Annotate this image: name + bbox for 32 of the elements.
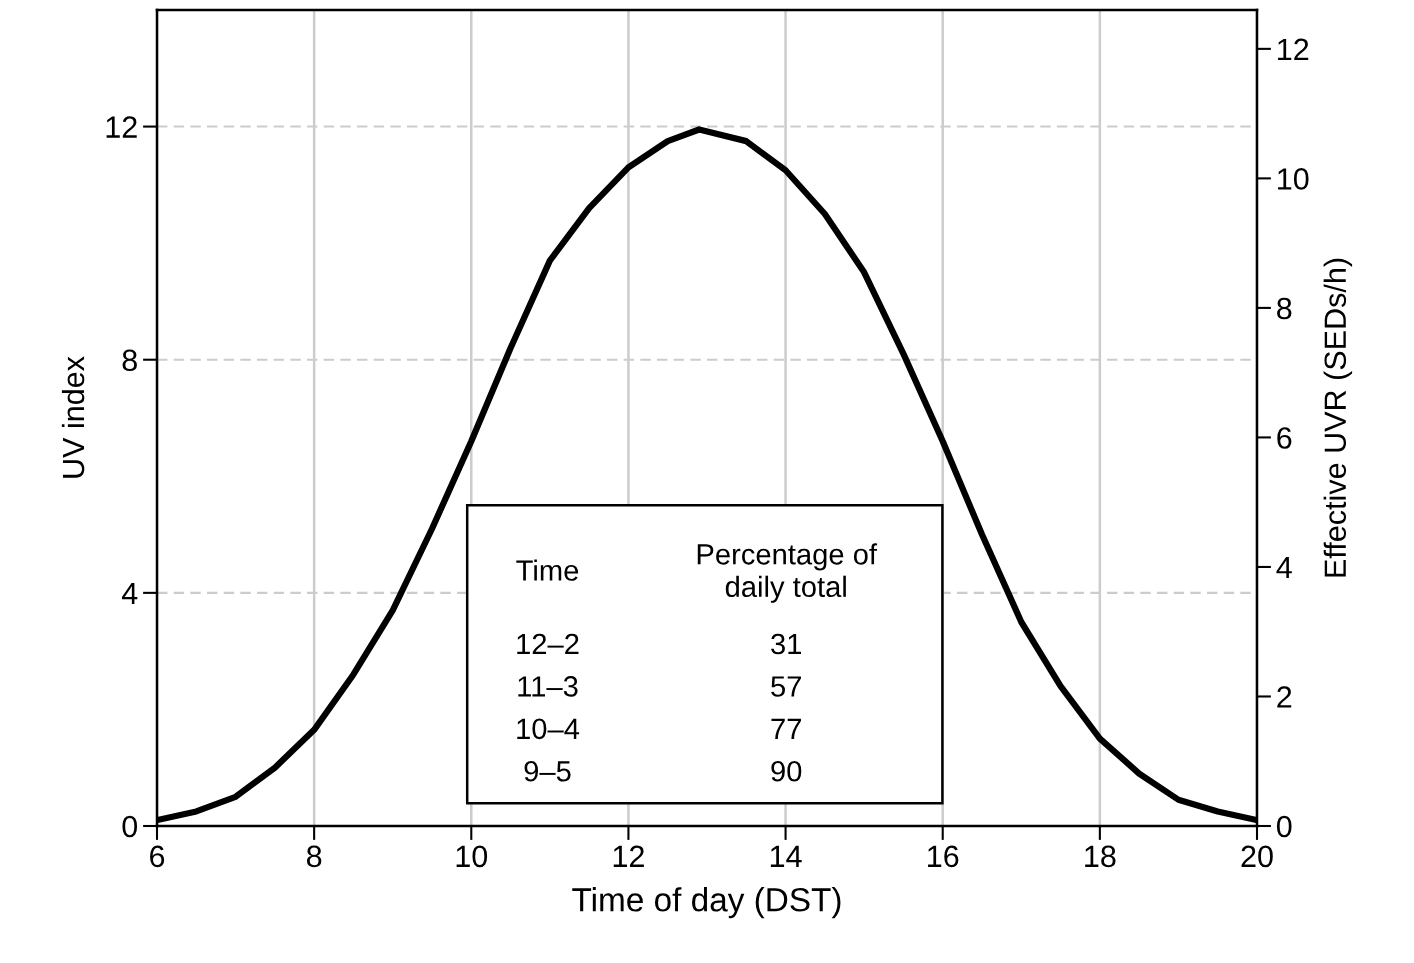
annotation: 9–5: [524, 760, 571, 782]
y2-tick-label: 10: [1278, 168, 1309, 190]
annotation: 77: [771, 718, 801, 739]
y2-tick-label: 4: [1276, 557, 1292, 579]
y2-tick-label: 2: [1277, 686, 1292, 708]
x-tick-label: 8: [306, 845, 322, 868]
annotation: Percentage of daily total: [697, 543, 878, 603]
y-tick-label: 4: [121, 582, 138, 604]
annotation: 57: [771, 676, 801, 697]
annotation: 11–3: [518, 676, 578, 697]
y-axis-title: UV index: [61, 356, 85, 478]
y2-tick-label: 12: [1278, 38, 1309, 60]
x-tick-label: 16: [928, 845, 959, 868]
x-axis-title: Time of day (DST): [572, 887, 841, 919]
annotation: 90: [771, 760, 802, 782]
annotation: 31: [771, 633, 801, 655]
x-tick-label: 10: [456, 845, 488, 868]
x-tick-label: 20: [1241, 845, 1273, 868]
x-tick-label: 6: [150, 845, 165, 868]
y-tick-label: 0: [122, 815, 138, 838]
y-tick-label: 12: [106, 116, 137, 138]
y2-tick-label: 0: [1276, 815, 1292, 838]
annotation: 12–2: [517, 633, 579, 655]
annotation: Time: [516, 559, 579, 581]
x-tick-label: 12: [613, 845, 644, 867]
x-tick-label: 18: [1085, 845, 1116, 868]
y2-axis-title: Effective UVR (SEDs/h): [1323, 258, 1353, 577]
y2-tick-label: 8: [1277, 297, 1292, 320]
x-tick-label: 14: [770, 845, 802, 867]
y-tick-label: 8: [122, 349, 137, 372]
annotation: 10–4: [517, 718, 580, 740]
y2-tick-label: 6: [1277, 427, 1292, 449]
